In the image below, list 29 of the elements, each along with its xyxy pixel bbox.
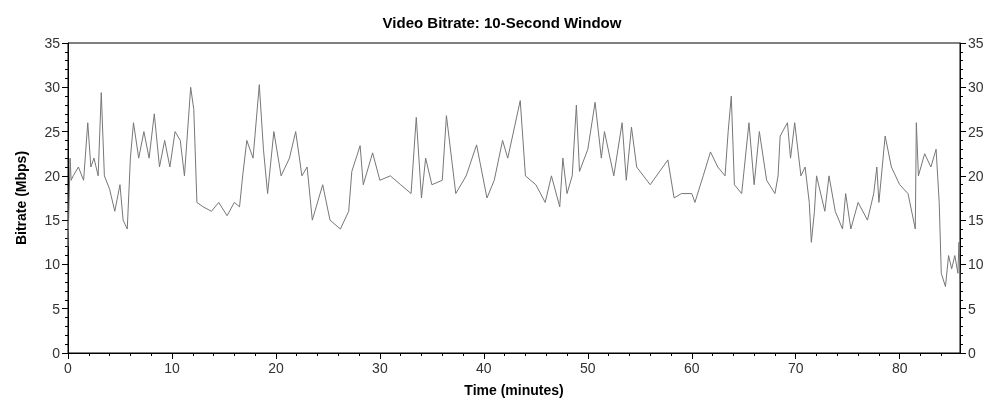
y2-tick-label: 25 xyxy=(968,123,984,140)
y2-tick-label: 5 xyxy=(968,300,976,317)
x-axis-title: Time (minutes) xyxy=(464,382,564,398)
x-tick-label: 70 xyxy=(787,360,804,376)
y-tick-label: 10 xyxy=(44,256,61,273)
x-tick-label: 10 xyxy=(164,360,180,376)
y2-tick-label: 10 xyxy=(968,256,984,273)
x-tick-label: 80 xyxy=(891,360,908,376)
y-tick-label: 30 xyxy=(44,79,61,96)
x-tick-label: 0 xyxy=(64,360,73,376)
x-tick-label: 30 xyxy=(372,360,388,376)
y2-tick-label: 35 xyxy=(968,35,984,51)
y-tick-label: 15 xyxy=(44,212,61,229)
y-tick-label: 25 xyxy=(44,123,61,140)
x-tick-label: 60 xyxy=(683,360,700,376)
y2-tick-label: 30 xyxy=(968,79,984,96)
y-tick-label: 5 xyxy=(52,300,61,317)
y2-tick-label: 0 xyxy=(968,345,976,361)
x-tick-label: 20 xyxy=(268,360,284,376)
y-tick-label: 35 xyxy=(44,35,61,51)
y-axis-title: Bitrate (Mbps) xyxy=(13,150,29,246)
chart-title: Video Bitrate: 10-Second Window xyxy=(382,14,622,31)
x-tick-label: 50 xyxy=(580,360,596,376)
y2-tick-label: 20 xyxy=(968,167,984,184)
x-tick-label: 40 xyxy=(476,360,492,376)
y2-tick-label: 15 xyxy=(968,212,984,229)
y-tick-label: 20 xyxy=(44,167,61,184)
line-series xyxy=(67,84,961,288)
y-tick-label: 0 xyxy=(52,345,61,361)
